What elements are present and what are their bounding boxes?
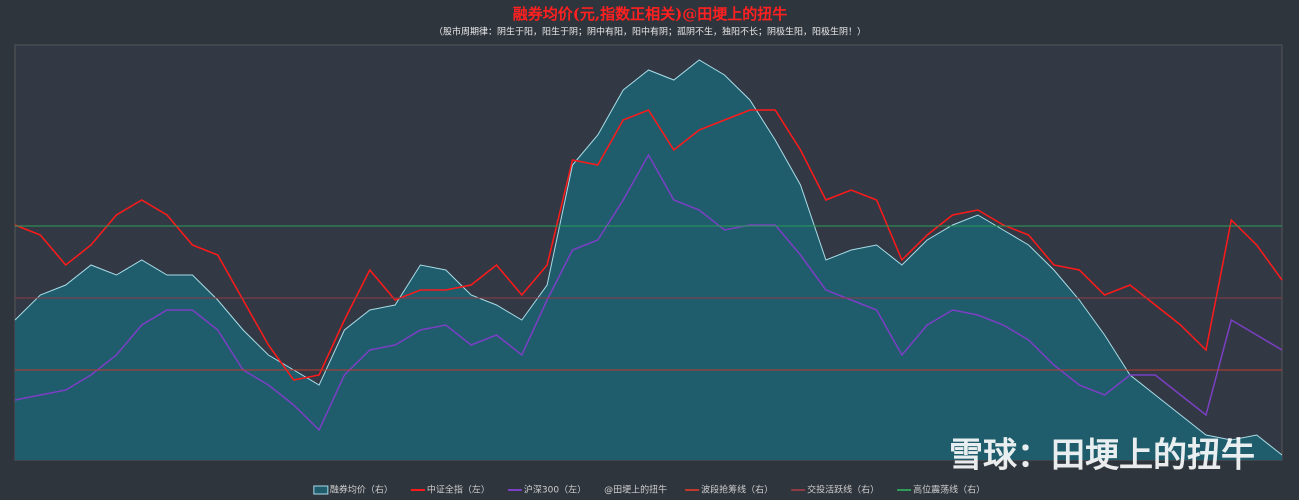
series-line bbox=[14, 153, 1283, 432]
chart-subtitle: （股市周期律：阴生于阳，阳生于阴；阴中有阳，阳中有阴；孤阴不生，独阳不长；阴极生… bbox=[434, 26, 866, 38]
legend-swatch bbox=[313, 485, 329, 495]
area bbox=[15, 60, 1282, 460]
legend-label: 波段抢筹线（右） bbox=[701, 484, 773, 496]
legend-label: 融券均价（右） bbox=[330, 484, 393, 496]
legend-label: 沪深300（左） bbox=[524, 484, 586, 496]
legend-label: 交投活跃线（右） bbox=[807, 484, 879, 496]
series-line bbox=[14, 59, 1283, 456]
chart-title: 融券均价(元,指数正相关)@田埂上的扭牛 bbox=[513, 5, 787, 23]
series-line bbox=[14, 109, 1283, 381]
legend-label: 中证全指（左） bbox=[427, 484, 490, 496]
legend-label: @田埂上的扭牛 bbox=[604, 484, 667, 496]
watermark: 雪球：田埂上的扭牛 bbox=[949, 436, 1255, 476]
legend-label: 高位震荡线（右） bbox=[913, 484, 985, 496]
